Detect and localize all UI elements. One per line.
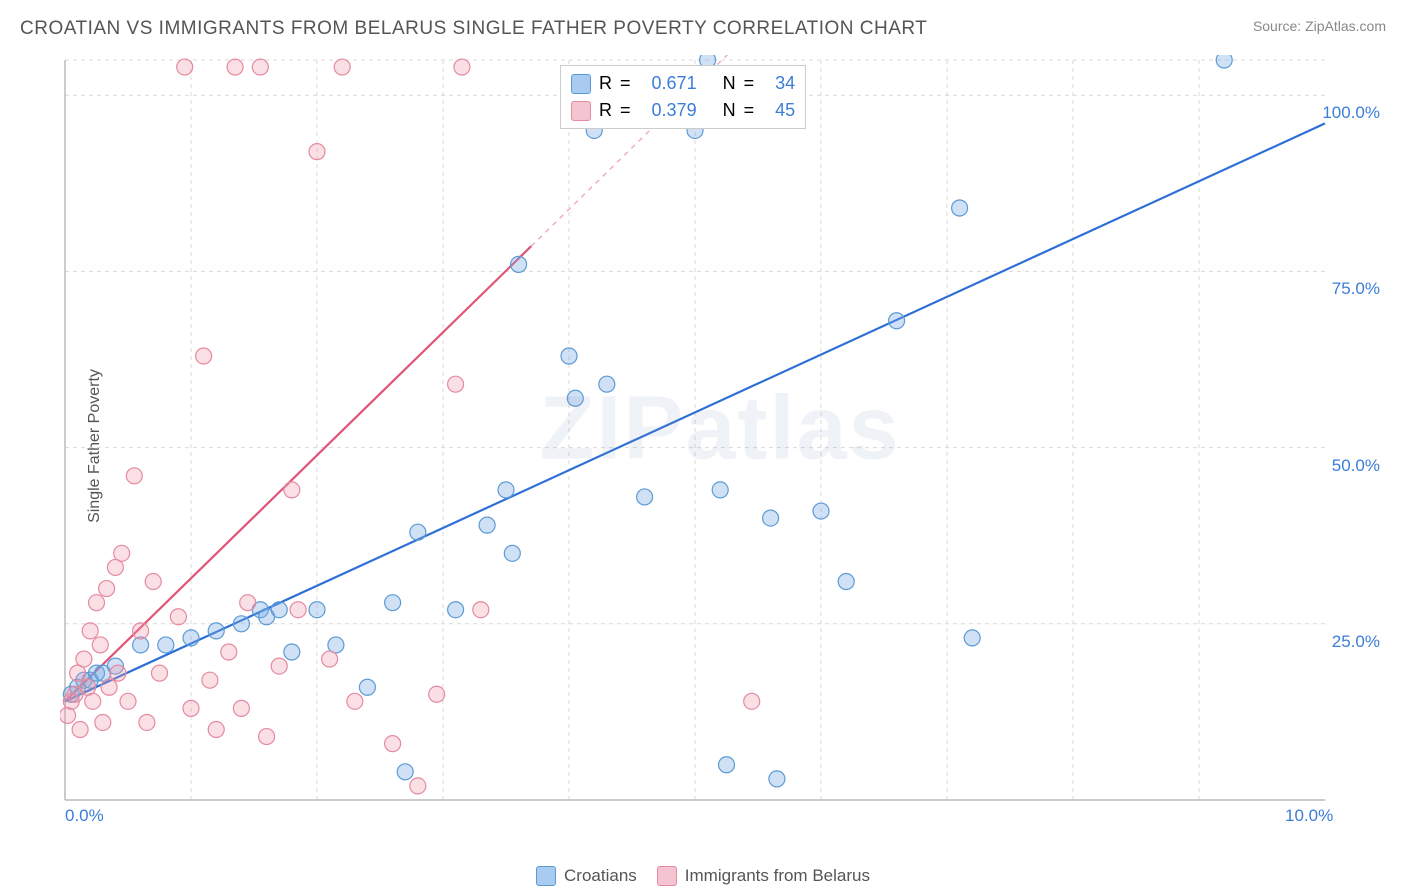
r-legend-row: R = 0.671 N = 34 xyxy=(571,70,795,97)
n-value: 45 xyxy=(775,97,795,124)
legend-label: Croatians xyxy=(564,866,637,886)
y-tick-label: 25.0% xyxy=(1332,632,1380,652)
y-tick-label: 100.0% xyxy=(1322,103,1380,123)
correlation-legend: R = 0.671 N = 34 R = 0.379 N = 45 xyxy=(560,65,806,129)
x-tick-label: 10.0% xyxy=(1285,806,1333,826)
legend-item: Croatians xyxy=(536,866,637,886)
legend-item: Immigrants from Belarus xyxy=(657,866,870,886)
y-tick-label: 75.0% xyxy=(1332,279,1380,299)
legend-label: Immigrants from Belarus xyxy=(685,866,870,886)
n-prefix: N xyxy=(723,70,736,97)
eq: = xyxy=(744,70,755,97)
legend-swatch xyxy=(536,866,556,886)
eq: = xyxy=(744,97,755,124)
r-prefix: R xyxy=(599,70,612,97)
legend-swatch xyxy=(657,866,677,886)
n-value: 34 xyxy=(775,70,795,97)
r-legend-swatch xyxy=(571,101,591,121)
y-tick-label: 50.0% xyxy=(1332,456,1380,476)
source-label: Source: ZipAtlas.com xyxy=(1253,18,1386,34)
series-legend: Croatians Immigrants from Belarus xyxy=(0,866,1406,886)
scatter-plot-svg xyxy=(60,55,1380,835)
r-legend-swatch xyxy=(571,74,591,94)
r-legend-row: R = 0.379 N = 45 xyxy=(571,97,795,124)
chart-area: ZIPatlas R= 0.671 N = 34R= 0.379 N = 45 … xyxy=(60,55,1380,835)
eq: = xyxy=(620,70,631,97)
x-tick-label: 0.0% xyxy=(65,806,104,826)
chart-title: CROATIAN VS IMMIGRANTS FROM BELARUS SING… xyxy=(20,18,927,40)
r-prefix: R xyxy=(599,97,612,124)
n-prefix: N xyxy=(723,97,736,124)
r-value: 0.379 xyxy=(652,97,697,124)
r-value: 0.671 xyxy=(652,70,697,97)
eq: = xyxy=(620,97,631,124)
